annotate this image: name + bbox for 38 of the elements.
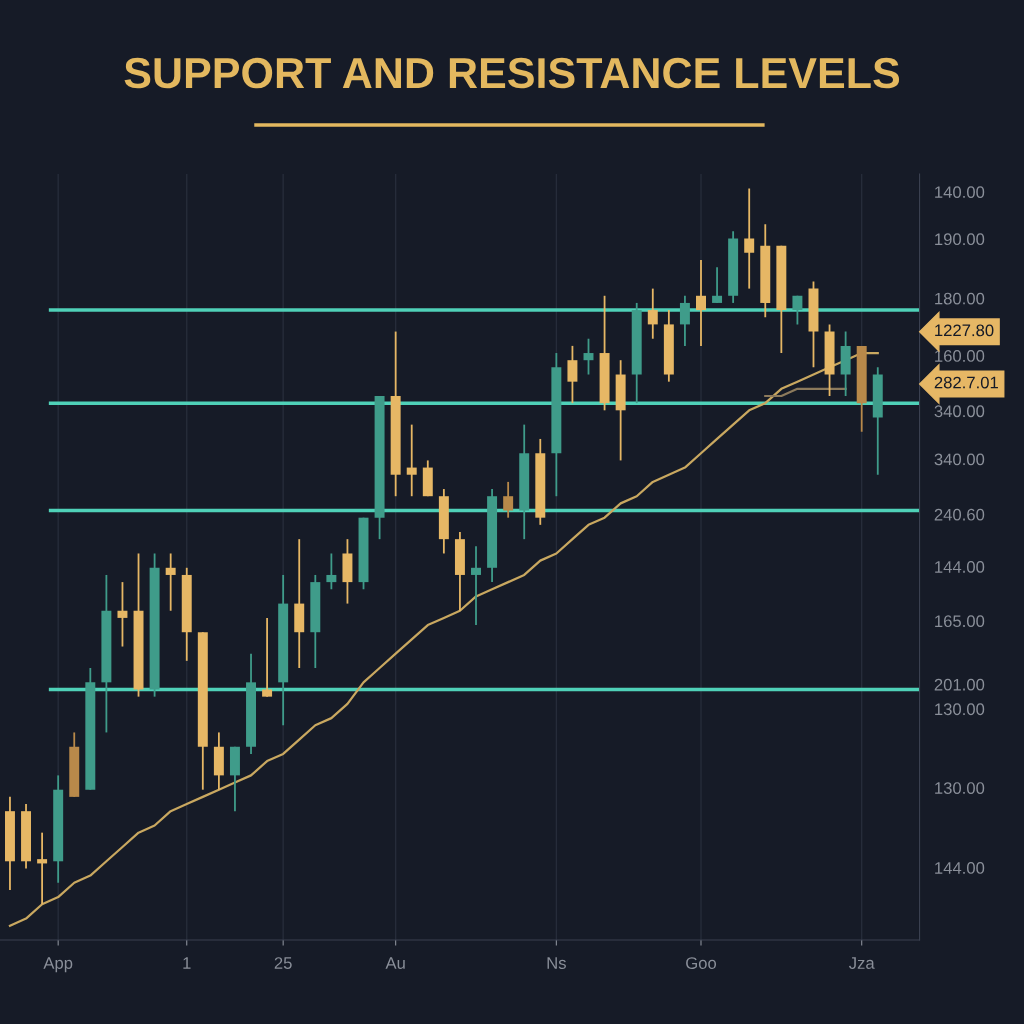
candlestick: [37, 831, 48, 906]
candlestick: [165, 552, 176, 612]
text: 140.00: [935, 186, 985, 199]
text: 240.60: [934, 508, 985, 521]
candlestick: [792, 294, 803, 326]
text: 340.00: [934, 405, 985, 418]
candlestick: [567, 344, 578, 405]
text: 190.00: [935, 233, 985, 246]
candlestick: [406, 423, 417, 498]
text: 144.00: [935, 862, 985, 874]
candlestick: [471, 545, 481, 626]
chart-title: SUPPORT AND RESISTANCE LEVELS: [124, 57, 900, 89]
candlestick: [679, 294, 690, 347]
candlestick: [326, 552, 337, 591]
text: 160.00: [935, 350, 985, 362]
text: 144.00: [935, 560, 985, 573]
text: 282.7.01: [934, 376, 998, 389]
x-tick-label: Ns: [547, 957, 566, 969]
candlestick: [117, 581, 128, 648]
x-tick-label: Goo: [686, 957, 717, 969]
x-tick-label: Au: [385, 957, 405, 969]
candlestick: [647, 287, 658, 340]
x-tick-label: App: [43, 957, 73, 973]
candlestick: [744, 187, 755, 290]
text: 130.00: [935, 782, 985, 794]
text: 1227.80: [935, 324, 994, 337]
x-tick-label: 1: [183, 957, 191, 969]
candlestick: [712, 266, 723, 304]
text: 180.00: [935, 292, 985, 305]
x-tick-label: 25: [274, 957, 292, 969]
text: 201.00: [934, 678, 985, 691]
x-tick-label: Jza: [848, 957, 875, 969]
text: 340.00: [934, 453, 985, 466]
candlestick: [696, 259, 706, 347]
text: 165.00: [935, 615, 985, 628]
candlestick: [503, 480, 514, 519]
candlestick: [262, 616, 273, 698]
text: 130.00: [935, 703, 985, 716]
